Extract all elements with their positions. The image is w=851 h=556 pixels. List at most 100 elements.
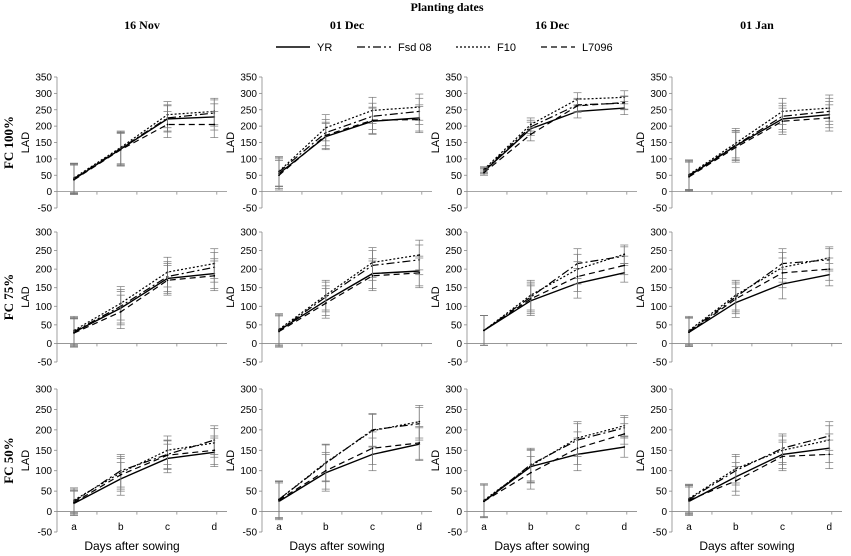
data-point: [166, 454, 169, 457]
data-point: [529, 471, 532, 474]
panel: 350 300 250 200 150 100 50 0 -50 LAD: [635, 73, 842, 215]
y-tick-label: -50: [243, 204, 258, 215]
x-tick-label: a: [276, 522, 282, 533]
panel: 300 250 200 150 100 50 0 -50 LAD: [20, 228, 227, 369]
series-line: [688, 439, 830, 500]
data-point: [371, 274, 374, 277]
y-tick-label: 0: [46, 187, 52, 198]
legend-label: YR: [317, 42, 332, 54]
data-point: [623, 253, 626, 256]
series-line: [278, 110, 420, 173]
data-point: [734, 480, 737, 482]
y-tick-label: 150: [650, 446, 667, 457]
y-axis-label: LAD: [430, 132, 442, 153]
series-line: [688, 117, 830, 178]
y-tick-label: 200: [650, 425, 667, 436]
series-line: [483, 102, 625, 171]
y-tick-label: 300: [445, 89, 462, 100]
y-tick-label: 50: [246, 171, 258, 182]
x-tick-label: b: [528, 522, 534, 533]
y-tick-label: 50: [41, 487, 53, 498]
y-tick-label: 0: [251, 339, 257, 350]
data-point: [576, 104, 579, 107]
y-tick-label: 250: [35, 105, 52, 116]
y-tick-label: 50: [451, 487, 463, 498]
y-tick-label: 150: [650, 283, 667, 294]
legend-label: F10: [497, 42, 516, 54]
column-title: 16 Nov: [124, 18, 160, 32]
y-tick-label: 150: [240, 283, 257, 294]
y-tick-label: 350: [445, 73, 462, 84]
series-line: [688, 268, 830, 333]
series-line: [483, 255, 625, 331]
series-line: [73, 266, 215, 333]
series-line: [278, 442, 420, 501]
y-tick-label: -50: [38, 358, 53, 369]
data-point: [418, 254, 421, 256]
data-point: [483, 500, 485, 503]
y-tick-label: 0: [456, 339, 462, 350]
data-point: [781, 455, 784, 458]
row-title: FC 50%: [1, 437, 16, 484]
data-point: [529, 133, 532, 136]
y-tick-label: 150: [445, 138, 462, 149]
y-tick-label: 200: [650, 265, 667, 276]
panel: 350 300 250 200 150 100 50 0 -50 LAD: [20, 73, 227, 215]
x-tick-label: d: [621, 522, 627, 533]
series-line: [688, 259, 830, 333]
panel: 350 300 250 200 150 100 50 0 -50 LAD: [225, 73, 432, 215]
y-tick-label: 200: [35, 265, 52, 276]
data-point: [576, 275, 579, 278]
y-tick-label: 0: [251, 187, 257, 198]
data-point: [73, 178, 75, 181]
x-axis-label: Days after sowing: [84, 539, 179, 553]
y-tick-label: 300: [35, 228, 52, 239]
series-line: [483, 264, 625, 331]
y-tick-label: 350: [35, 73, 52, 84]
y-tick-label: 100: [445, 302, 462, 313]
y-tick-label: -50: [38, 204, 53, 215]
panel: 300 250 200 150 100 50 0 -50 LAD a b c d Days after s…: [635, 385, 842, 553]
x-tick-label: c: [370, 522, 375, 533]
y-tick-label: 50: [656, 487, 668, 498]
y-tick-label: 100: [35, 466, 52, 477]
y-tick-label: -50: [653, 358, 668, 369]
y-tick-label: 350: [240, 73, 257, 84]
y-tick-label: 300: [650, 385, 667, 396]
y-tick-label: 250: [650, 105, 667, 116]
y-tick-label: 250: [240, 105, 257, 116]
data-point: [166, 123, 169, 126]
series-line: [73, 272, 215, 333]
data-point: [623, 433, 626, 435]
y-axis-label: LAD: [635, 286, 647, 307]
y-tick-label: 0: [251, 507, 257, 518]
y-tick-label: 250: [35, 246, 52, 257]
y-axis-label: LAD: [635, 450, 647, 471]
data-point: [166, 279, 169, 282]
series-line: [483, 272, 625, 332]
y-tick-label: 50: [656, 171, 668, 182]
data-point: [119, 473, 122, 476]
y-tick-label: -50: [448, 528, 463, 539]
legend-label: L7096: [582, 42, 613, 54]
y-tick-label: 50: [41, 171, 53, 182]
y-tick-label: 150: [240, 446, 257, 457]
y-tick-label: 250: [650, 246, 667, 257]
data-point: [781, 120, 784, 123]
series-line: [688, 447, 830, 502]
series-line: [483, 433, 625, 502]
y-tick-label: -50: [653, 528, 668, 539]
series-line: [278, 118, 420, 176]
y-tick-label: -50: [653, 204, 668, 215]
y-tick-label: 300: [240, 89, 257, 100]
data-point: [418, 271, 421, 274]
series-line: [483, 107, 625, 172]
data-point: [688, 175, 690, 178]
y-tick-label: 100: [650, 154, 667, 165]
data-point: [73, 501, 75, 504]
figure-title: Planting dates: [410, 0, 483, 14]
y-tick-label: 0: [661, 187, 667, 198]
legend: YR Fsd 08 F10 L7096: [276, 42, 613, 54]
series-line: [688, 113, 830, 177]
data-point: [828, 268, 831, 271]
